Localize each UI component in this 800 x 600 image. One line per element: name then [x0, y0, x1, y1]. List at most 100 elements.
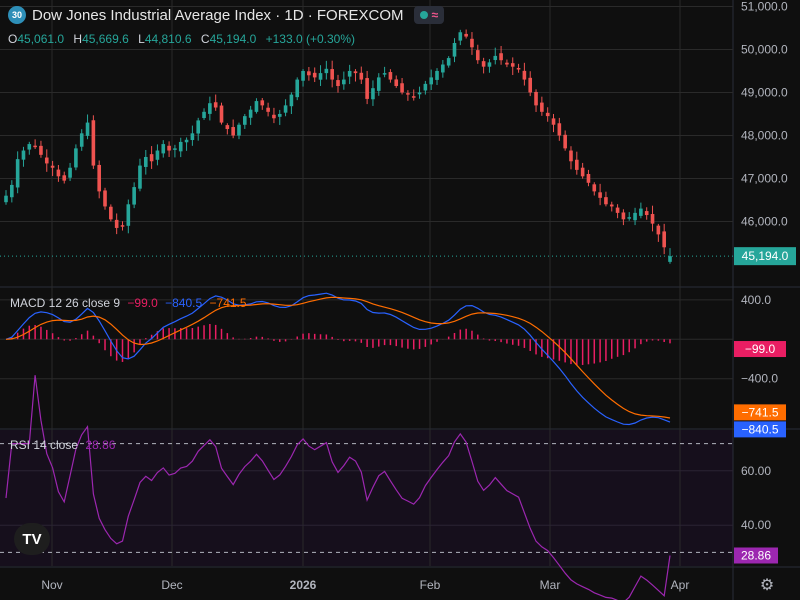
candle[interactable]	[668, 256, 672, 262]
candle[interactable]	[336, 80, 340, 87]
candle[interactable]	[470, 38, 474, 48]
candle[interactable]	[534, 91, 538, 106]
candle[interactable]	[505, 62, 509, 65]
candle[interactable]	[97, 164, 101, 192]
candle[interactable]	[464, 33, 468, 37]
candle[interactable]	[563, 134, 567, 149]
candle[interactable]	[662, 231, 666, 248]
candle[interactable]	[481, 61, 486, 67]
candle[interactable]	[342, 79, 346, 85]
candle[interactable]	[126, 204, 131, 226]
candle[interactable]	[27, 144, 32, 150]
candle[interactable]	[417, 92, 422, 95]
candle[interactable]	[260, 100, 265, 106]
rsi-legend[interactable]: RSI 14 close 28.86	[10, 438, 115, 452]
tradingview-logo-icon[interactable]: TV	[14, 523, 50, 555]
candle[interactable]	[237, 124, 241, 136]
candle[interactable]	[510, 63, 515, 67]
candle[interactable]	[295, 79, 300, 98]
candle[interactable]	[592, 184, 597, 192]
candle[interactable]	[10, 184, 14, 198]
candle[interactable]	[475, 50, 480, 61]
candle[interactable]	[161, 144, 166, 154]
candle[interactable]	[143, 156, 148, 167]
candle[interactable]	[173, 148, 177, 150]
candle[interactable]	[155, 150, 160, 160]
candle[interactable]	[330, 69, 334, 80]
candle[interactable]	[487, 62, 492, 67]
symbol-title[interactable]: Dow Jones Industrial Average Index · 1D …	[32, 6, 404, 24]
macd-legend[interactable]: MACD 12 26 close 9 −99.0 −840.5 −741.5	[10, 296, 247, 310]
candle[interactable]	[400, 83, 404, 93]
candle[interactable]	[312, 72, 317, 78]
candle[interactable]	[615, 207, 620, 213]
candle[interactable]	[376, 77, 381, 91]
candle[interactable]	[639, 208, 643, 216]
candle[interactable]	[56, 169, 61, 177]
candle[interactable]	[575, 159, 579, 170]
candle[interactable]	[650, 214, 655, 224]
candle[interactable]	[231, 127, 235, 136]
candle[interactable]	[621, 212, 626, 220]
candle[interactable]	[149, 154, 154, 162]
candle[interactable]	[114, 219, 119, 228]
candle[interactable]	[609, 204, 614, 207]
candle[interactable]	[79, 133, 84, 147]
candle[interactable]	[184, 139, 189, 143]
candle[interactable]	[272, 114, 276, 119]
candle[interactable]	[243, 116, 247, 125]
candle[interactable]	[318, 73, 323, 80]
candle[interactable]	[569, 150, 573, 162]
candle[interactable]	[178, 141, 183, 152]
candle[interactable]	[301, 70, 305, 81]
candle[interactable]	[545, 112, 550, 117]
candle[interactable]	[644, 211, 649, 216]
candle[interactable]	[458, 32, 463, 41]
gear-icon[interactable]: ⚙	[759, 577, 775, 594]
candle[interactable]	[4, 195, 8, 203]
candle[interactable]	[441, 64, 445, 73]
candle[interactable]	[598, 192, 602, 198]
candle[interactable]	[50, 165, 55, 168]
candle[interactable]	[109, 206, 113, 220]
candle[interactable]	[347, 70, 352, 77]
candle[interactable]	[208, 103, 212, 114]
candle[interactable]	[429, 77, 433, 85]
candle[interactable]	[394, 79, 399, 87]
candle[interactable]	[202, 111, 206, 119]
candle[interactable]	[627, 217, 632, 219]
candle[interactable]	[516, 68, 521, 70]
candle[interactable]	[213, 102, 218, 108]
candle[interactable]	[382, 73, 387, 75]
candle[interactable]	[499, 53, 503, 61]
candle[interactable]	[44, 157, 49, 164]
candle[interactable]	[248, 109, 253, 118]
candle[interactable]	[167, 145, 171, 151]
candle[interactable]	[190, 133, 195, 141]
candle[interactable]	[522, 70, 527, 80]
candle[interactable]	[633, 212, 637, 221]
candle[interactable]	[103, 190, 107, 207]
candle[interactable]	[120, 225, 125, 227]
candle[interactable]	[580, 167, 585, 177]
candle[interactable]	[493, 55, 498, 61]
candle[interactable]	[277, 113, 282, 117]
candle[interactable]	[62, 175, 67, 181]
candle[interactable]	[39, 145, 43, 155]
candle[interactable]	[91, 120, 96, 166]
candle[interactable]	[371, 88, 375, 100]
candle[interactable]	[68, 167, 72, 178]
candle[interactable]	[586, 173, 591, 183]
candle[interactable]	[528, 77, 533, 93]
candle[interactable]	[656, 225, 661, 235]
candle[interactable]	[388, 72, 393, 80]
candle[interactable]	[452, 43, 457, 57]
candle[interactable]	[219, 105, 224, 123]
candle[interactable]	[365, 78, 369, 99]
candle[interactable]	[557, 123, 562, 136]
candle[interactable]	[85, 122, 90, 136]
candle[interactable]	[74, 148, 78, 168]
candle[interactable]	[225, 125, 230, 130]
candle[interactable]	[289, 94, 294, 107]
